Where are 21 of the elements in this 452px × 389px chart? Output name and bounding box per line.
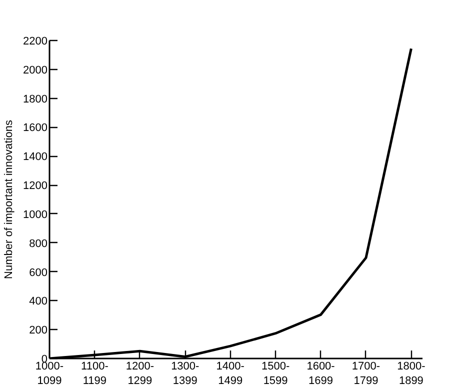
y-tick-label: 1400: [23, 151, 48, 164]
y-tick-label: 1200: [23, 180, 48, 192]
y-axis-title: Number of important innovations: [3, 120, 16, 279]
x-tick-label: 1400- 1499: [216, 360, 245, 387]
y-tick-label: 2200: [23, 36, 48, 48]
y-tick-label: 1000: [23, 208, 48, 221]
x-tick-label: 1700- 1799: [352, 360, 380, 387]
x-tick-label: 1200- 1299: [126, 360, 154, 387]
x-tick-label: 1100- 1199: [81, 360, 109, 387]
x-tick-label: 1300- 1399: [171, 360, 200, 387]
y-tick-label: 1800: [23, 93, 48, 106]
y-tick-label: 2000: [23, 64, 48, 76]
x-tick-label: 1000- 1099: [35, 360, 64, 387]
y-tick-label: 600: [29, 266, 48, 279]
y-tick-label: 200: [29, 324, 48, 337]
y-tick-label: 800: [29, 238, 48, 250]
x-tick-label: 1500- 1599: [261, 360, 290, 387]
y-tick-label: 400: [29, 296, 48, 308]
x-tick-label: 1800- 1899: [397, 360, 426, 387]
x-tick-label: 1600- 1699: [306, 360, 336, 387]
y-tick-label: 1600: [23, 122, 48, 134]
